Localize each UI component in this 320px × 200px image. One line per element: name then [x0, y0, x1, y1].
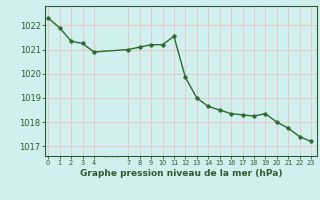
X-axis label: Graphe pression niveau de la mer (hPa): Graphe pression niveau de la mer (hPa) — [80, 169, 282, 178]
